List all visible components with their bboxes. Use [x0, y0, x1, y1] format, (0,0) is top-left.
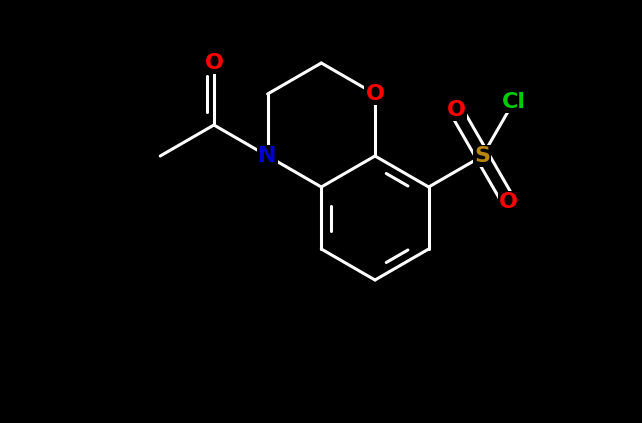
Text: Cl: Cl [501, 92, 525, 112]
Text: O: O [204, 53, 223, 73]
Text: O: O [499, 192, 518, 212]
Text: N: N [258, 146, 277, 166]
Text: S: S [474, 146, 490, 166]
Text: O: O [447, 100, 465, 121]
Text: O: O [365, 84, 385, 104]
